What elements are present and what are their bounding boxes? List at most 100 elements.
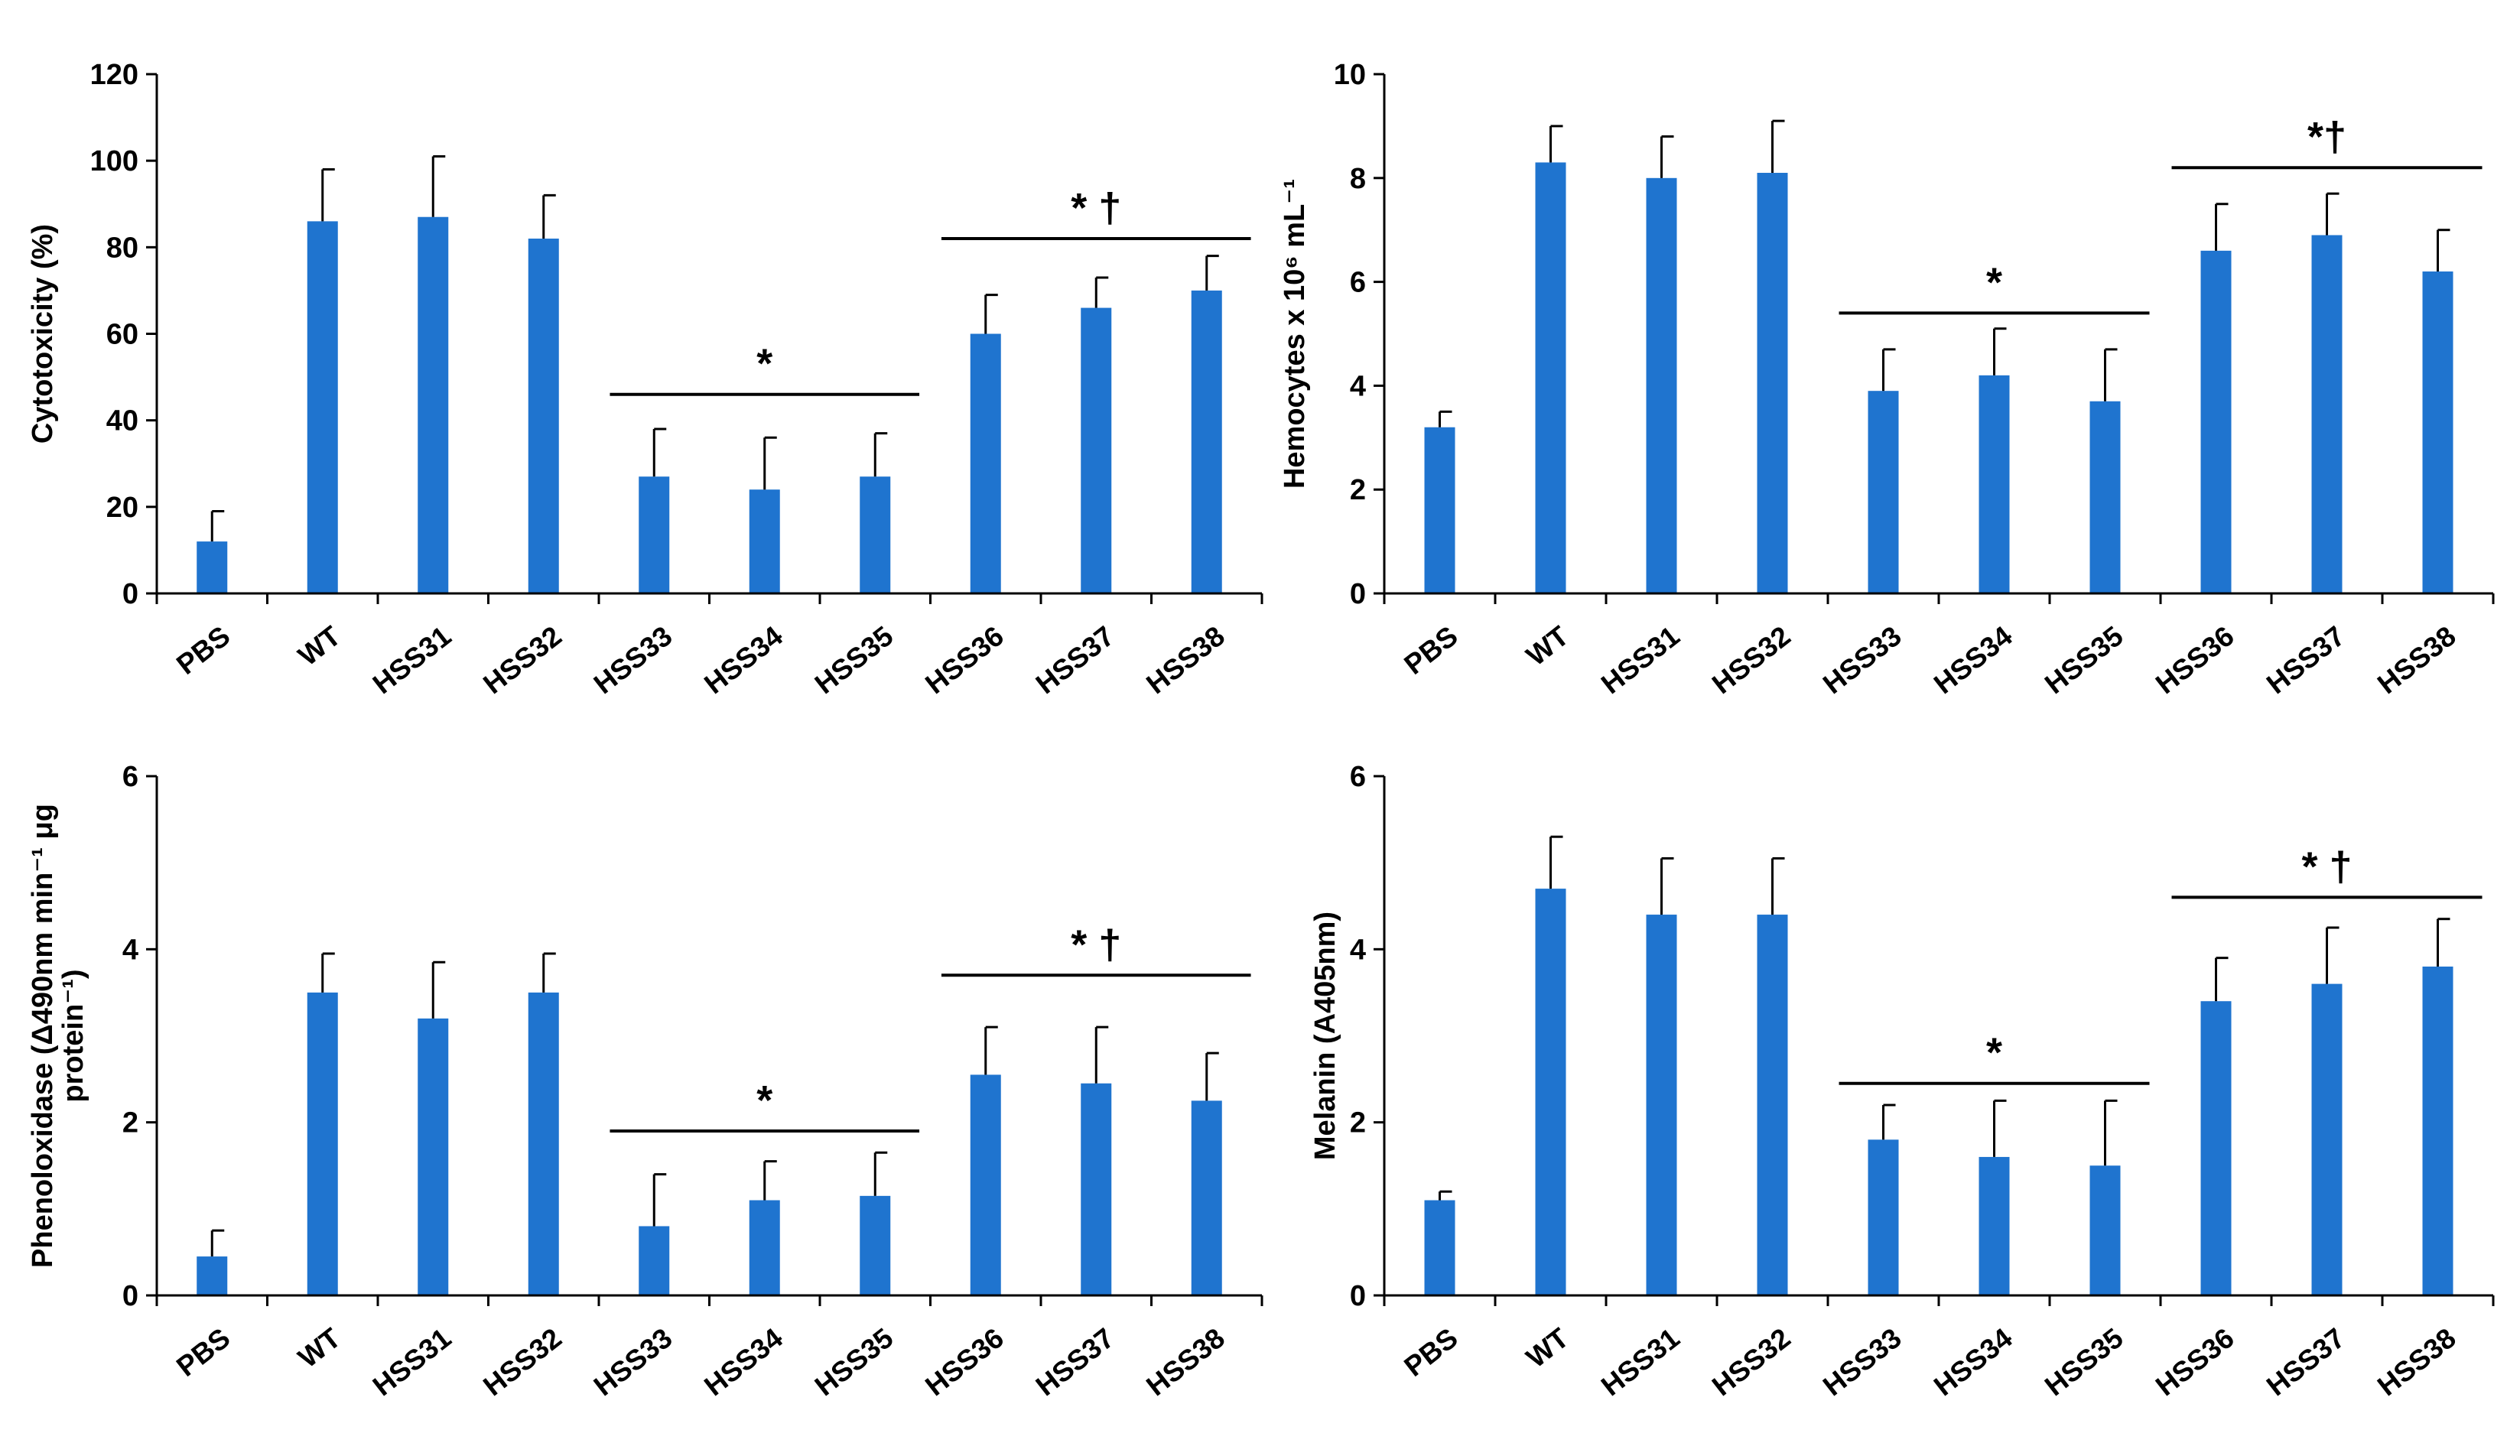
x-tick-label: HSS37 <box>1030 620 1120 700</box>
bar-HSS34 <box>1979 375 2010 593</box>
bar-HSS36 <box>970 1074 1001 1295</box>
bar-HSS34 <box>1979 1156 2010 1295</box>
bar-PBS <box>1424 427 1455 593</box>
x-tick-label: WT <box>292 620 346 672</box>
x-tick-label: HSS32 <box>477 1322 567 1402</box>
x-tick-label: HSS33 <box>588 1322 678 1402</box>
bar-HSS37 <box>2311 235 2343 593</box>
bar-HSS35 <box>860 1195 891 1295</box>
bar-HSS38 <box>1191 290 1222 593</box>
x-tick-label: HSS33 <box>1817 620 1907 700</box>
x-tick-label: HSS35 <box>809 620 899 700</box>
significance-label: * <box>756 341 772 387</box>
x-tick-label: HSS35 <box>809 1322 899 1402</box>
x-tick-label: HSS32 <box>1706 1322 1797 1402</box>
x-tick-label: WT <box>292 1322 346 1374</box>
x-tick-label: HSS37 <box>2261 620 2351 700</box>
bar-HSS31 <box>418 216 449 593</box>
y-axis-label: Melanin (A405nm) <box>1309 912 1341 1160</box>
x-tick-label: PBS <box>1398 620 1463 681</box>
bar-HSS32 <box>528 992 559 1295</box>
bar-PBS <box>197 541 228 593</box>
x-tick-label: HSS38 <box>2372 620 2462 700</box>
x-tick-label: HSS32 <box>477 620 567 700</box>
x-tick-label: HSS35 <box>2039 620 2129 700</box>
bar-HSS37 <box>1081 307 1112 593</box>
bar-WT <box>307 992 338 1295</box>
x-tick-label: PBS <box>171 620 236 681</box>
bar-HSS33 <box>1868 391 1899 593</box>
x-tick-label: HSS34 <box>1928 1322 2018 1402</box>
bar-HSS36 <box>2200 1001 2232 1295</box>
bar-HSS36 <box>2200 250 2232 593</box>
y-axis-label: protein⁻¹) <box>57 969 89 1102</box>
y-tick-label: 6 <box>1350 267 1366 299</box>
bar-HSS38 <box>2422 966 2453 1295</box>
y-tick-label: 2 <box>122 1107 138 1139</box>
bar-HSS33 <box>639 476 670 593</box>
x-tick-label: HSS34 <box>698 620 789 700</box>
y-tick-label: 2 <box>1350 1107 1366 1139</box>
x-tick-label: HSS33 <box>588 620 678 700</box>
x-tick-label: HSS31 <box>1595 1322 1686 1402</box>
y-tick-label: 0 <box>122 578 138 610</box>
x-tick-label: PBS <box>171 1322 236 1383</box>
bar-HSS33 <box>1868 1139 1899 1295</box>
x-tick-label: HSS33 <box>1817 1322 1907 1402</box>
significance-label: * <box>756 1077 772 1123</box>
x-tick-label: HSS38 <box>2372 1322 2462 1402</box>
bar-PBS <box>1424 1200 1455 1295</box>
bar-HSS33 <box>639 1226 670 1295</box>
chart-panel-2: 0 2 4 6 8 10 PBS WT HSS31 HSS32 HSS33 HSS34 HSS35 HSS… <box>1279 59 2495 700</box>
x-tick-label: HSS36 <box>2150 1322 2240 1402</box>
y-axis-label: Hemocytes x 10⁶ mL⁻¹ <box>1279 179 1311 489</box>
y-axis-label: Cytotoxicity (%) <box>27 224 59 444</box>
bar-HSS31 <box>1646 915 1677 1295</box>
significance-label: *† <box>2307 114 2346 160</box>
bar-HSS35 <box>2089 401 2121 593</box>
x-tick-label: HSS34 <box>698 1322 789 1402</box>
y-axis-label: Phenoloxidase (Δ490nm min⁻¹ μg <box>27 804 59 1268</box>
y-tick-label: 0 <box>122 1280 138 1312</box>
bar-HSS32 <box>1757 173 1788 593</box>
x-tick-label: HSS31 <box>367 1322 457 1402</box>
bar-HSS37 <box>2311 983 2343 1295</box>
bar-WT <box>307 221 338 593</box>
x-tick-label: WT <box>1520 1322 1575 1374</box>
x-tick-label: HSS37 <box>2261 1322 2351 1402</box>
y-tick-label: 80 <box>106 232 138 264</box>
y-tick-label: 100 <box>90 145 138 177</box>
y-tick-label: 2 <box>1350 474 1366 506</box>
y-tick-label: 10 <box>1334 59 1366 91</box>
bar-WT <box>1535 889 1566 1295</box>
x-tick-label: WT <box>1520 620 1575 672</box>
bar-HSS32 <box>528 239 559 593</box>
y-tick-label: 120 <box>90 59 138 91</box>
bar-HSS34 <box>749 489 780 593</box>
x-tick-label: HSS37 <box>1030 1322 1120 1402</box>
chart-panel-1: 0 20 40 60 80 100 120 PBS WT HSS31 HSS32 HSS33 HSS34… <box>27 59 1263 700</box>
significance-label: * † <box>1071 921 1121 967</box>
significance-label: * † <box>1071 185 1121 231</box>
y-tick-label: 4 <box>1350 934 1366 966</box>
x-tick-label: HSS36 <box>919 1322 1010 1402</box>
bar-HSS37 <box>1081 1083 1112 1295</box>
y-tick-label: 0 <box>1350 578 1366 610</box>
bar-HSS38 <box>2422 271 2453 593</box>
x-tick-label: HSS36 <box>2150 620 2240 700</box>
y-tick-label: 4 <box>1350 370 1366 402</box>
significance-label: * † <box>2301 843 2352 889</box>
y-tick-label: 40 <box>106 405 138 437</box>
x-tick-label: HSS35 <box>2039 1322 2129 1402</box>
bar-HSS34 <box>749 1200 780 1295</box>
significance-label: * <box>1986 1030 2002 1076</box>
bar-HSS36 <box>970 333 1001 593</box>
x-tick-label: HSS31 <box>367 620 457 700</box>
bar-HSS32 <box>1757 915 1788 1295</box>
y-tick-label: 0 <box>1350 1280 1366 1312</box>
bar-HSS35 <box>2089 1165 2121 1295</box>
bar-HSS31 <box>1646 177 1677 594</box>
